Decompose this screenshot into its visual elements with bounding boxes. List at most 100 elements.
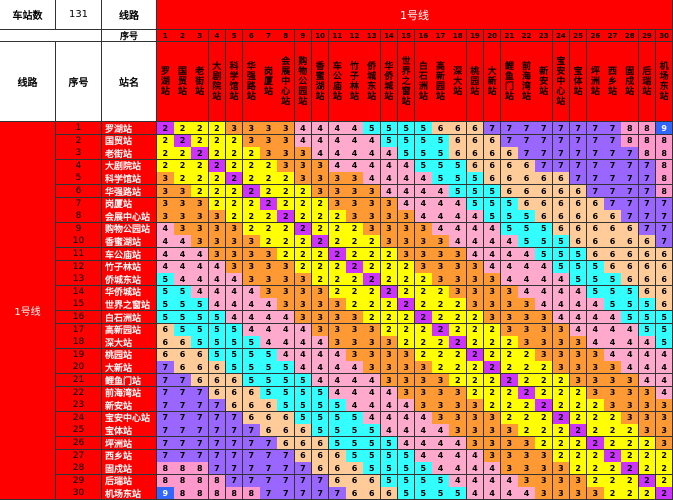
fare-cell: 3 — [466, 298, 485, 312]
fare-cell: 2 — [552, 386, 571, 400]
fare-cell: 4 — [329, 122, 347, 136]
fare-cell: 4 — [380, 172, 399, 186]
fare-cell: 2 — [501, 336, 519, 350]
fare-cell: 5 — [587, 260, 605, 274]
fare-cell: 4 — [466, 449, 485, 463]
fare-cell: 6 — [621, 222, 640, 236]
row-seq: 3 — [56, 147, 102, 161]
fare-cell: 2 — [208, 159, 227, 173]
column-station-name: 科学馆站 — [225, 42, 244, 122]
fare-cell: 7 — [621, 185, 640, 199]
fare-cell: 5 — [208, 323, 227, 337]
fare-cell: 2 — [191, 122, 210, 136]
fare-cell: 4 — [225, 273, 244, 287]
fare-cell: 4 — [449, 474, 468, 488]
fare-cell: 2 — [191, 159, 210, 173]
column-index: 15 — [397, 30, 416, 42]
fare-cell: 3 — [243, 235, 261, 249]
fare-cell: 4 — [415, 197, 433, 211]
fare-cell: 4 — [277, 348, 296, 362]
fare-cell: 2 — [621, 449, 640, 463]
fare-cell: 8 — [621, 134, 640, 148]
fare-cell: 5 — [363, 462, 382, 476]
fare-cell: 3 — [191, 197, 210, 211]
fare-cell: 4 — [638, 336, 657, 350]
fare-cell: 2 — [569, 399, 588, 413]
fare-cell: 5 — [587, 285, 605, 299]
fare-cell: 5 — [501, 222, 519, 236]
fare-cell: 4 — [174, 248, 192, 262]
fare-cell: 3 — [380, 361, 399, 375]
row-seq: 21 — [56, 374, 102, 388]
fare-cell: 4 — [329, 374, 347, 388]
fare-cell: 3 — [587, 386, 605, 400]
fare-cell: 6 — [346, 474, 364, 488]
fare-cell: 3 — [621, 386, 640, 400]
fare-cell: 4 — [225, 311, 244, 325]
fare-cell: 4 — [604, 311, 622, 325]
fare-cell: 3 — [157, 172, 175, 186]
fare-cell: 5 — [294, 386, 313, 400]
fare-cell: 3 — [604, 386, 622, 400]
fare-cell: 5 — [604, 298, 622, 312]
fare-cell: 7 — [604, 159, 622, 173]
fare-cell: 6 — [311, 449, 330, 463]
fare-cell: 4 — [432, 185, 450, 199]
fare-cell: 7 — [569, 134, 588, 148]
column-index: 5 — [225, 30, 244, 42]
fare-cell: 3 — [415, 374, 433, 388]
column-station-name: 世界之窗站 — [397, 42, 416, 122]
fare-cell: 7 — [174, 411, 192, 425]
fare-cell: 3 — [277, 285, 296, 299]
fare-cell: 6 — [569, 185, 588, 199]
row-seq: 18 — [56, 336, 102, 350]
fare-cell: 3 — [569, 474, 588, 488]
fare-cell: 2 — [346, 298, 364, 312]
fare-cell: 3 — [604, 374, 622, 388]
fare-cell: 5 — [260, 374, 278, 388]
fare-cell: 2 — [483, 323, 502, 337]
fare-cell: 3 — [587, 374, 605, 388]
fare-cell: 7 — [208, 437, 227, 451]
fare-cell: 3 — [552, 474, 571, 488]
fare-cell: 4 — [466, 222, 485, 236]
fare-cell: 7 — [225, 424, 244, 438]
fare-cell: 7 — [621, 210, 640, 224]
fare-cell: 3 — [397, 235, 416, 249]
fare-cell: 6 — [604, 222, 622, 236]
fare-cell: 3 — [415, 260, 433, 274]
fare-cell: 5 — [363, 424, 382, 438]
fare-cell: 2 — [225, 134, 244, 148]
fare-cell: 4 — [415, 424, 433, 438]
fare-cell: 5 — [655, 323, 673, 337]
fare-cell: 2 — [449, 336, 468, 350]
fare-cell: 2 — [432, 361, 450, 375]
fare-cell: 2 — [415, 336, 433, 350]
column-index: 11 — [329, 30, 347, 42]
fare-cell: 5 — [191, 336, 210, 350]
fare-cell: 7 — [483, 122, 502, 136]
fare-cell: 6 — [604, 235, 622, 249]
fare-cell: 3 — [501, 437, 519, 451]
fare-cell: 5 — [191, 298, 210, 312]
fare-cell: 2 — [157, 122, 175, 136]
column-index: 20 — [483, 30, 502, 42]
fare-cell: 7 — [157, 399, 175, 413]
fare-cell: 4 — [329, 386, 347, 400]
fare-cell: 7 — [552, 159, 571, 173]
fare-cell: 2 — [483, 399, 502, 413]
fare-cell: 6 — [501, 172, 519, 186]
fare-cell: 2 — [397, 323, 416, 337]
fare-cell: 2 — [535, 424, 554, 438]
fare-cell: 7 — [260, 474, 278, 488]
fare-cell: 4 — [449, 197, 468, 211]
fare-cell: 2 — [587, 462, 605, 476]
fare-cell: 4 — [363, 134, 382, 148]
fare-cell: 7 — [311, 474, 330, 488]
fare-cell: 5 — [329, 399, 347, 413]
fare-cell: 2 — [449, 348, 468, 362]
fare-cell: 6 — [569, 197, 588, 211]
fare-cell: 6 — [346, 462, 364, 476]
fare-cell: 3 — [363, 222, 382, 236]
fare-cell: 7 — [191, 424, 210, 438]
